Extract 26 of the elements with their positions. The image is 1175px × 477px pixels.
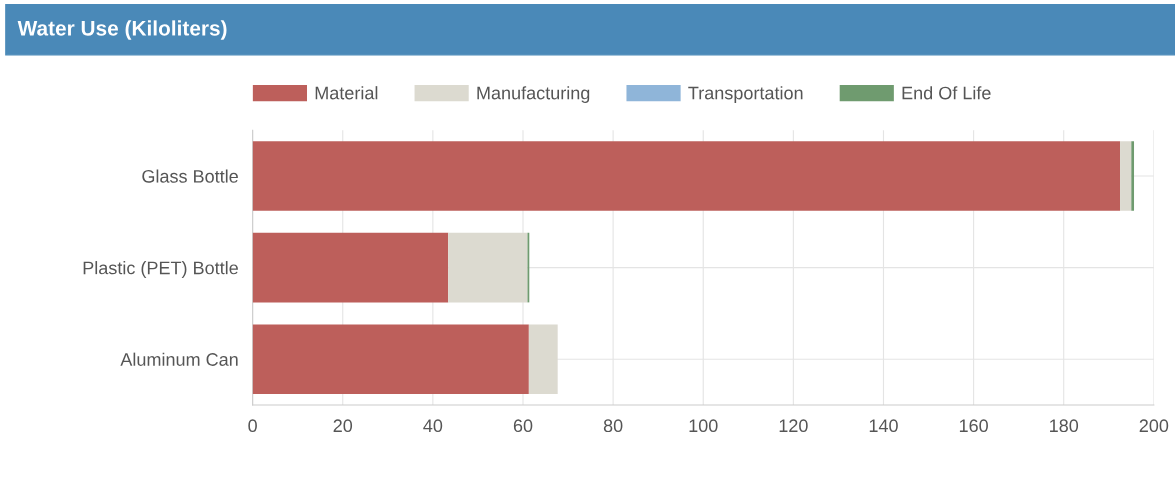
bar (1120, 141, 1132, 211)
legend-label: Transportation (688, 86, 803, 103)
bar (252, 232, 449, 303)
y-tick-label: Aluminum Can (120, 352, 238, 366)
bar (1131, 141, 1135, 211)
legend-label: Material (315, 86, 378, 100)
chart-title: Water Use (Kiloliters) (17, 20, 227, 40)
x-tick-label: 60 (513, 419, 533, 433)
legend-label: End Of Life (902, 86, 991, 100)
bar (528, 324, 558, 394)
x-tick-label: 100 (689, 419, 718, 433)
x-tick-label: 120 (779, 419, 808, 433)
x-tick-label: 20 (333, 419, 353, 433)
bar (252, 324, 529, 394)
x-tick-label: 140 (869, 419, 898, 433)
bar (252, 141, 1121, 211)
x-tick-label: 200 (1139, 419, 1169, 433)
x-tick-label: 180 (1050, 419, 1079, 433)
y-tick-label: Glass Bottle (142, 169, 238, 183)
bar (448, 232, 528, 303)
x-tick-label: 160 (959, 419, 988, 433)
x-tick-label: 80 (603, 419, 623, 433)
x-tick-label: 0 (248, 419, 257, 433)
x-tick-label: 40 (423, 419, 443, 433)
y-tick-label: Plastic (PET) Bottle (83, 261, 238, 278)
legend-label: Manufacturing (477, 86, 590, 103)
